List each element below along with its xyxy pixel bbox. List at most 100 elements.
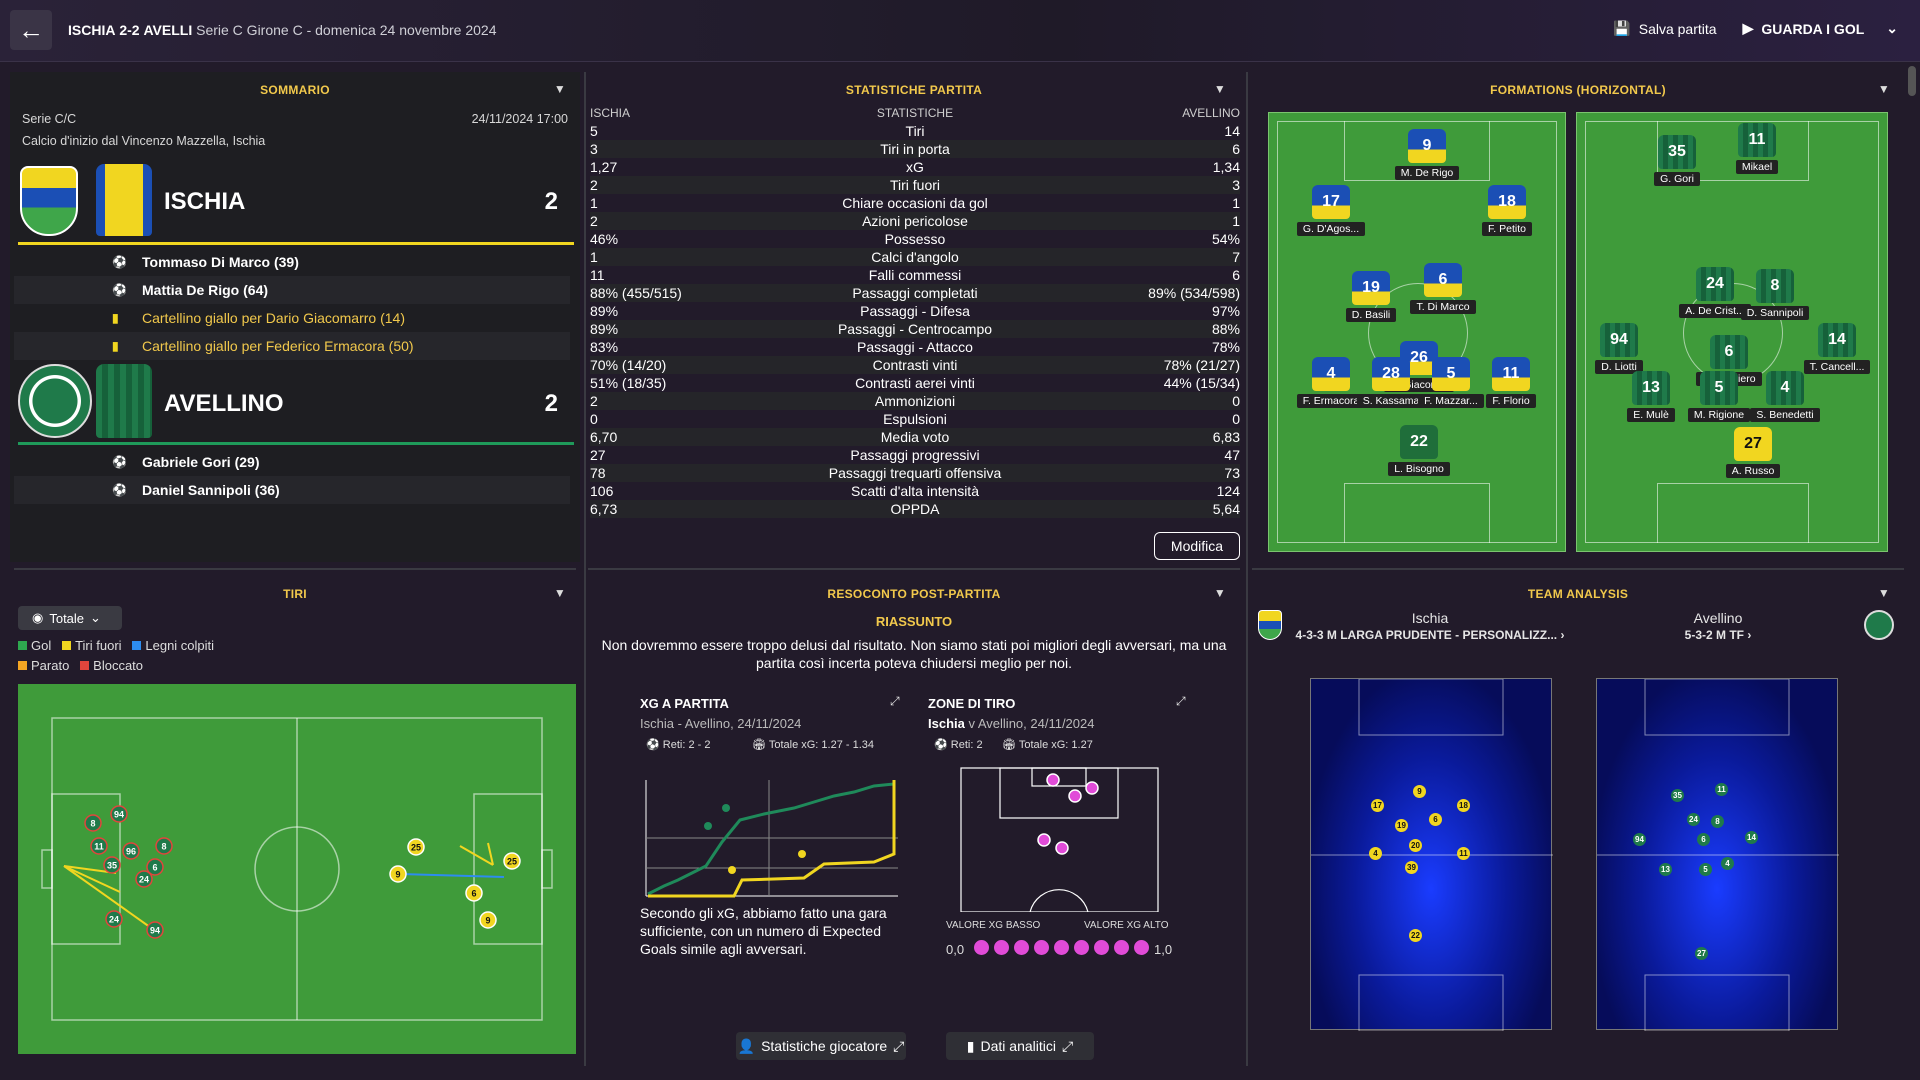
team-analysis-panel: TEAM ANALYSIS ▼ bbox=[1252, 576, 1904, 1070]
player-home[interactable]: 17 G. D'Agos... bbox=[1291, 185, 1371, 237]
match-datetime: 24/11/2024 17:00 bbox=[471, 112, 568, 126]
shot-label: 9 bbox=[395, 870, 400, 880]
shirt-icon: 11 bbox=[1738, 123, 1776, 157]
heatmap-player-dot: 4 bbox=[1369, 847, 1382, 860]
report-header[interactable]: RESOCONTO POST-PARTITA ▼ bbox=[827, 586, 1226, 601]
player-home[interactable]: 22 L. Bisogno bbox=[1379, 425, 1459, 477]
away-shot-marker[interactable] bbox=[103, 856, 121, 874]
stat-row: 89% Passaggi - Difesa 97% bbox=[590, 303, 1240, 319]
home-shot-marker[interactable] bbox=[479, 911, 497, 929]
player-home[interactable]: 28 S. Kassama bbox=[1351, 357, 1431, 409]
home-shot-marker[interactable] bbox=[407, 838, 425, 856]
player-stats-button[interactable]: 👤 Statistiche giocatore ⤢ bbox=[736, 1032, 906, 1060]
chevron-down-icon: ▼ bbox=[1213, 82, 1226, 96]
home-shot-marker[interactable] bbox=[465, 884, 483, 902]
home-shot-marker[interactable] bbox=[503, 852, 521, 870]
shot-label: 25 bbox=[507, 857, 517, 867]
player-name: M. Rigione bbox=[1687, 408, 1751, 422]
player-name: D. Sannipoli bbox=[1740, 306, 1810, 320]
heatmap-player-dot: 27 bbox=[1695, 947, 1708, 960]
away-shot-marker[interactable] bbox=[122, 842, 140, 860]
back-button[interactable]: ← bbox=[10, 10, 52, 50]
save-match-button[interactable]: 💾 Salva partita bbox=[1613, 20, 1717, 37]
formations-header[interactable]: FORMATIONS (HORIZONTAL) ▼ bbox=[1490, 82, 1890, 97]
bar-chart-icon: ▮ bbox=[966, 1037, 975, 1054]
zones-title: ZONE DI TIRO bbox=[928, 696, 1016, 711]
shirt-icon: 19 bbox=[1352, 271, 1390, 305]
chevron-down-icon: ▼ bbox=[1877, 586, 1890, 600]
player-away[interactable]: 4 S. Benedetti bbox=[1745, 371, 1825, 423]
player-home[interactable]: 19 D. Basili bbox=[1331, 271, 1411, 323]
player-home[interactable]: 6 T. Di Marco bbox=[1403, 263, 1483, 315]
scrollbar[interactable] bbox=[1908, 66, 1916, 96]
ischia-badge-small bbox=[1258, 610, 1282, 640]
match-stats-panel: STATISTICHE PARTITA ▼ bbox=[588, 72, 1240, 562]
shot-label: 8 bbox=[161, 842, 166, 852]
player-home[interactable]: 4 F. Ermacora bbox=[1291, 357, 1371, 409]
xg-scale-min: 0,0 bbox=[946, 942, 965, 957]
player-away[interactable]: 35 G. Gori bbox=[1637, 135, 1717, 187]
watch-goals-button[interactable]: ▶ GUARDA I GOL ⌄ bbox=[1742, 20, 1898, 37]
shot-label: 9 bbox=[485, 916, 490, 926]
player-home[interactable]: 18 F. Petito bbox=[1467, 185, 1547, 237]
shots-header[interactable]: TIRI ▼ bbox=[283, 586, 566, 601]
ball-icon: ⚽ bbox=[112, 455, 127, 469]
xg-scale bbox=[974, 940, 1149, 955]
summary-panel: SOMMARIO ▼ Serie C/C 24/11/2024 17:00 Cal… bbox=[10, 72, 580, 562]
stat-row: 106 Scatti d'alta intensità 124 bbox=[590, 483, 1240, 499]
player-away[interactable]: 24 A. De Crist... bbox=[1675, 267, 1755, 319]
player-away[interactable]: 11 Mikael bbox=[1717, 123, 1797, 175]
event-row: ▮ Cartellino giallo per Dario Giacomarro … bbox=[112, 310, 405, 326]
chevron-down-icon: ▼ bbox=[553, 586, 566, 600]
away-shot-marker[interactable] bbox=[110, 805, 128, 823]
xg-high-label: VALORE XG ALTO bbox=[1084, 920, 1169, 931]
xg-total: 🏟 Totale xG: 1.27 - 1.34 bbox=[752, 739, 874, 751]
home-formation-pitch: 9 M. De Rigo 17 G. D'Agos... 18 F. Petito 19 D.… bbox=[1268, 112, 1566, 552]
home-tactic-link[interactable]: 4-3-3 M LARGA PRUDENTE - PERSONALIZZ... … bbox=[1295, 628, 1565, 642]
home-shot-marker[interactable] bbox=[389, 865, 407, 883]
event-row: ⚽ Tommaso Di Marco (39) bbox=[112, 254, 299, 270]
event-row: ⚽ Daniel Sannipoli (36) bbox=[14, 476, 570, 504]
player-name: S. Kassama bbox=[1356, 394, 1426, 408]
away-shot-marker[interactable] bbox=[146, 858, 164, 876]
shots-panel: TIRI ▼ bbox=[10, 576, 580, 1070]
heatmap-player-dot: 6 bbox=[1697, 833, 1710, 846]
stats-header[interactable]: STATISTICHE PARTITA ▼ bbox=[845, 82, 1226, 97]
player-name: A. De Crist... bbox=[1679, 304, 1751, 318]
player-home[interactable]: 9 M. De Rigo bbox=[1387, 129, 1467, 181]
player-away[interactable]: 94 D. Liotti bbox=[1579, 323, 1659, 375]
away-shot-marker[interactable] bbox=[135, 870, 153, 888]
player-home[interactable]: 5 F. Mazzar... bbox=[1411, 357, 1491, 409]
player-name: F. Petito bbox=[1482, 222, 1532, 236]
away-shot-marker[interactable] bbox=[90, 837, 108, 855]
team-analysis-header[interactable]: TEAM ANALYSIS ▼ bbox=[1527, 586, 1890, 601]
player-home[interactable]: 11 F. Florio bbox=[1471, 357, 1551, 409]
shirt-icon: 14 bbox=[1818, 323, 1856, 357]
away-shot-marker[interactable] bbox=[155, 837, 173, 855]
edit-button[interactable]: Modifica bbox=[1154, 532, 1240, 560]
heatmap-player-dot: 19 bbox=[1395, 819, 1408, 832]
shirt-icon: 6 bbox=[1424, 263, 1462, 297]
player-name: D. Basili bbox=[1345, 308, 1397, 322]
player-away[interactable]: 8 D. Sannipoli bbox=[1735, 269, 1815, 321]
summary-header[interactable]: SOMMARIO ▼ bbox=[260, 82, 566, 97]
player-name: D. Liotti bbox=[1595, 360, 1643, 374]
heatmap-player-dot: 9 bbox=[1413, 785, 1426, 798]
player-away[interactable]: 14 T. Cancell... bbox=[1797, 323, 1877, 375]
away-tactic-link[interactable]: 5-3-2 M TF › bbox=[1684, 628, 1752, 642]
away-shot-marker[interactable] bbox=[84, 814, 102, 832]
shirt-icon: 6 bbox=[1710, 335, 1748, 369]
home-team-row: ISCHIA 2 bbox=[14, 162, 570, 242]
analytics-button[interactable]: ▮ Dati analitici ⤢ bbox=[946, 1032, 1094, 1060]
player-away[interactable]: 13 E. Mulè bbox=[1611, 371, 1691, 423]
shirt-icon: 18 bbox=[1488, 185, 1526, 219]
away-analysis-team: Avellino bbox=[1693, 610, 1743, 626]
away-shot-marker[interactable] bbox=[146, 921, 164, 939]
away-team-name: AVELLINO bbox=[164, 390, 284, 417]
away-shot-marker[interactable] bbox=[105, 910, 123, 928]
expand-icon[interactable]: ⤢ bbox=[1176, 694, 1186, 708]
player-away[interactable]: 5 M. Rigione bbox=[1679, 371, 1759, 423]
expand-icon[interactable]: ⤢ bbox=[890, 694, 900, 708]
shots-filter-dropdown[interactable]: ◉ Totale ⌄ bbox=[18, 606, 122, 630]
player-away[interactable]: 27 A. Russo bbox=[1713, 427, 1793, 479]
